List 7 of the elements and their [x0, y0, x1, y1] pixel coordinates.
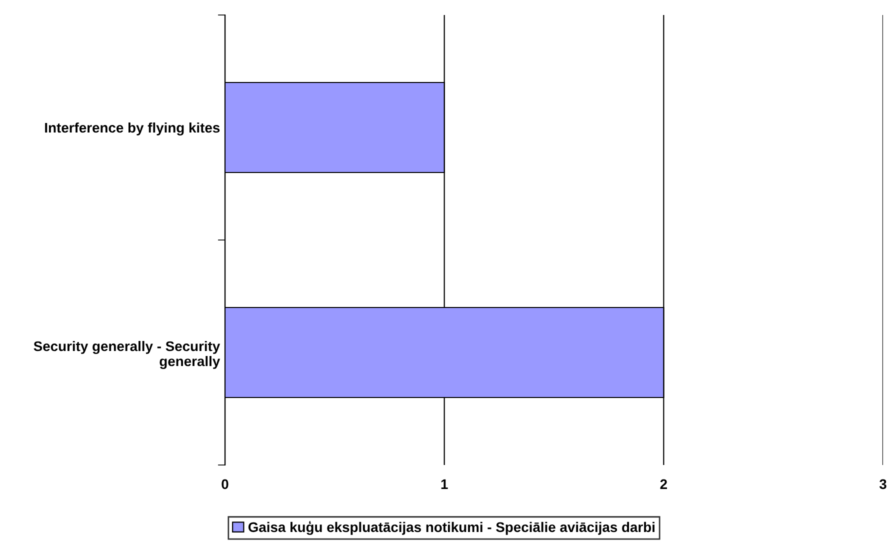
y-tick-label: Interference by flying kites [45, 122, 220, 136]
x-tick-label: 3 [879, 479, 886, 490]
legend-label: Gaisa kuģu ekspluatācijas notikumi - Speciālie aviācijas darbi [248, 521, 654, 535]
y-tick-label: Security generally - Security generally [34, 340, 220, 369]
x-tick-label: 0 [222, 479, 228, 490]
x-tick-label: 2 [660, 479, 667, 489]
x-tick-label: 1 [441, 479, 448, 489]
